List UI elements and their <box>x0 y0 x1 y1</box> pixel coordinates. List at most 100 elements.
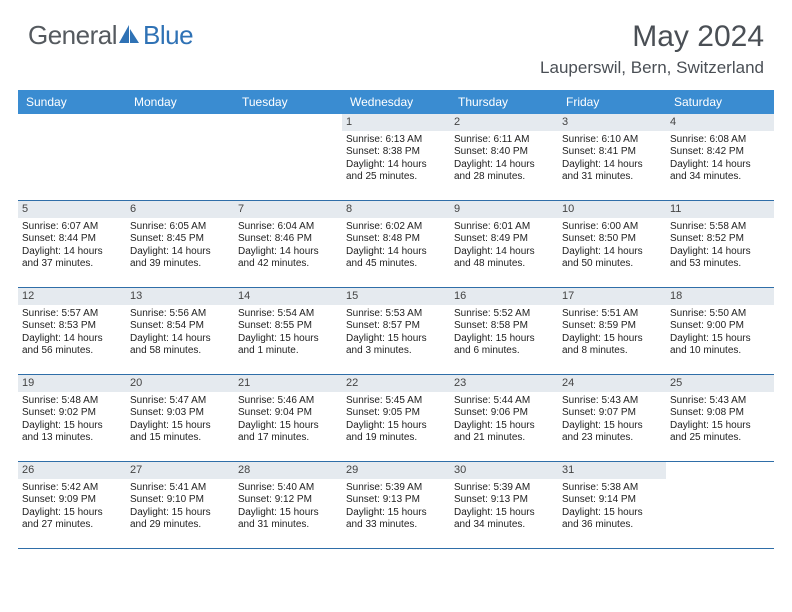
weekday-header: Thursday <box>450 90 558 114</box>
daylight-line: Daylight: 14 hours and 42 minutes. <box>238 246 338 271</box>
sunset-line: Sunset: 9:06 PM <box>454 407 554 420</box>
daylight-line: Daylight: 15 hours and 19 minutes. <box>346 420 446 445</box>
day-cell: . <box>126 114 234 200</box>
day-number: 8 <box>342 201 450 218</box>
sunset-line: Sunset: 9:03 PM <box>130 407 230 420</box>
day-cell: 8Sunrise: 6:02 AMSunset: 8:48 PMDaylight… <box>342 201 450 287</box>
sunrise-line: Sunrise: 6:10 AM <box>562 134 662 147</box>
weekday-header: Tuesday <box>234 90 342 114</box>
day-number: 25 <box>666 375 774 392</box>
weekday-header: Friday <box>558 90 666 114</box>
daylight-line: Daylight: 14 hours and 39 minutes. <box>130 246 230 271</box>
day-number: 28 <box>234 462 342 479</box>
day-cell: 29Sunrise: 5:39 AMSunset: 9:13 PMDayligh… <box>342 462 450 548</box>
daylight-line: Daylight: 15 hours and 17 minutes. <box>238 420 338 445</box>
daylight-line: Daylight: 15 hours and 23 minutes. <box>562 420 662 445</box>
daylight-line: Daylight: 15 hours and 6 minutes. <box>454 333 554 358</box>
day-cell: 31Sunrise: 5:38 AMSunset: 9:14 PMDayligh… <box>558 462 666 548</box>
day-number: 12 <box>18 288 126 305</box>
day-number: 31 <box>558 462 666 479</box>
sunrise-line: Sunrise: 6:00 AM <box>562 221 662 234</box>
sunrise-line: Sunrise: 5:57 AM <box>22 308 122 321</box>
day-number: 20 <box>126 375 234 392</box>
week-row: ...1Sunrise: 6:13 AMSunset: 8:38 PMDayli… <box>18 114 774 201</box>
daylight-line: Daylight: 15 hours and 1 minute. <box>238 333 338 358</box>
sunset-line: Sunset: 8:55 PM <box>238 320 338 333</box>
day-number: 16 <box>450 288 558 305</box>
sunset-line: Sunset: 8:54 PM <box>130 320 230 333</box>
day-cell: 16Sunrise: 5:52 AMSunset: 8:58 PMDayligh… <box>450 288 558 374</box>
sunset-line: Sunset: 8:44 PM <box>22 233 122 246</box>
daylight-line: Daylight: 14 hours and 50 minutes. <box>562 246 662 271</box>
day-cell: 2Sunrise: 6:11 AMSunset: 8:40 PMDaylight… <box>450 114 558 200</box>
sunset-line: Sunset: 8:52 PM <box>670 233 770 246</box>
daylight-line: Daylight: 15 hours and 13 minutes. <box>22 420 122 445</box>
day-number: 15 <box>342 288 450 305</box>
day-cell: 14Sunrise: 5:54 AMSunset: 8:55 PMDayligh… <box>234 288 342 374</box>
sunrise-line: Sunrise: 5:48 AM <box>22 395 122 408</box>
day-number: 7 <box>234 201 342 218</box>
day-cell: . <box>18 114 126 200</box>
sunrise-line: Sunrise: 5:42 AM <box>22 482 122 495</box>
daylight-line: Daylight: 14 hours and 31 minutes. <box>562 159 662 184</box>
day-cell: 17Sunrise: 5:51 AMSunset: 8:59 PMDayligh… <box>558 288 666 374</box>
daylight-line: Daylight: 14 hours and 53 minutes. <box>670 246 770 271</box>
sunrise-line: Sunrise: 5:50 AM <box>670 308 770 321</box>
sunrise-line: Sunrise: 5:56 AM <box>130 308 230 321</box>
day-cell: 22Sunrise: 5:45 AMSunset: 9:05 PMDayligh… <box>342 375 450 461</box>
day-number: 19 <box>18 375 126 392</box>
daylight-line: Daylight: 15 hours and 31 minutes. <box>238 507 338 532</box>
day-cell: 21Sunrise: 5:46 AMSunset: 9:04 PMDayligh… <box>234 375 342 461</box>
day-number: 30 <box>450 462 558 479</box>
brand-suffix: Blue <box>143 20 193 51</box>
sunrise-line: Sunrise: 5:43 AM <box>562 395 662 408</box>
sunrise-line: Sunrise: 6:01 AM <box>454 221 554 234</box>
day-number: 29 <box>342 462 450 479</box>
day-number: 1 <box>342 114 450 131</box>
weekday-header-row: SundayMondayTuesdayWednesdayThursdayFrid… <box>18 90 774 114</box>
sunrise-line: Sunrise: 6:13 AM <box>346 134 446 147</box>
month-title: May 2024 <box>540 20 764 54</box>
day-cell: 11Sunrise: 5:58 AMSunset: 8:52 PMDayligh… <box>666 201 774 287</box>
day-number: 5 <box>18 201 126 218</box>
sunrise-line: Sunrise: 5:43 AM <box>670 395 770 408</box>
sunrise-line: Sunrise: 5:51 AM <box>562 308 662 321</box>
day-number: 24 <box>558 375 666 392</box>
day-cell: 13Sunrise: 5:56 AMSunset: 8:54 PMDayligh… <box>126 288 234 374</box>
sunrise-line: Sunrise: 5:40 AM <box>238 482 338 495</box>
day-cell: 18Sunrise: 5:50 AMSunset: 9:00 PMDayligh… <box>666 288 774 374</box>
day-cell: 12Sunrise: 5:57 AMSunset: 8:53 PMDayligh… <box>18 288 126 374</box>
weekday-header: Sunday <box>18 90 126 114</box>
sunrise-line: Sunrise: 5:41 AM <box>130 482 230 495</box>
daylight-line: Daylight: 15 hours and 33 minutes. <box>346 507 446 532</box>
day-number: 13 <box>126 288 234 305</box>
sunset-line: Sunset: 8:48 PM <box>346 233 446 246</box>
day-cell: 30Sunrise: 5:39 AMSunset: 9:13 PMDayligh… <box>450 462 558 548</box>
day-number: 11 <box>666 201 774 218</box>
brand-logo: General Blue <box>28 20 193 51</box>
day-cell: 9Sunrise: 6:01 AMSunset: 8:49 PMDaylight… <box>450 201 558 287</box>
daylight-line: Daylight: 14 hours and 37 minutes. <box>22 246 122 271</box>
day-cell: 4Sunrise: 6:08 AMSunset: 8:42 PMDaylight… <box>666 114 774 200</box>
sunrise-line: Sunrise: 6:05 AM <box>130 221 230 234</box>
sunset-line: Sunset: 9:04 PM <box>238 407 338 420</box>
sunset-line: Sunset: 8:41 PM <box>562 146 662 159</box>
day-number: 23 <box>450 375 558 392</box>
day-cell: . <box>666 462 774 548</box>
day-cell: 26Sunrise: 5:42 AMSunset: 9:09 PMDayligh… <box>18 462 126 548</box>
day-number: 14 <box>234 288 342 305</box>
brand-name: General <box>28 20 117 51</box>
sunset-line: Sunset: 8:38 PM <box>346 146 446 159</box>
sunset-line: Sunset: 8:50 PM <box>562 233 662 246</box>
daylight-line: Daylight: 15 hours and 10 minutes. <box>670 333 770 358</box>
day-number: 26 <box>18 462 126 479</box>
daylight-line: Daylight: 14 hours and 34 minutes. <box>670 159 770 184</box>
day-number: 27 <box>126 462 234 479</box>
day-cell: 23Sunrise: 5:44 AMSunset: 9:06 PMDayligh… <box>450 375 558 461</box>
sunset-line: Sunset: 9:13 PM <box>346 494 446 507</box>
sunset-line: Sunset: 8:59 PM <box>562 320 662 333</box>
calendar-grid: SundayMondayTuesdayWednesdayThursdayFrid… <box>18 90 774 549</box>
week-row: 26Sunrise: 5:42 AMSunset: 9:09 PMDayligh… <box>18 462 774 549</box>
sunrise-line: Sunrise: 5:52 AM <box>454 308 554 321</box>
weeks-container: ... 1 Sunrise: 6:13 AMSunset: 8:38 PM Dayli… <box>18 114 774 549</box>
